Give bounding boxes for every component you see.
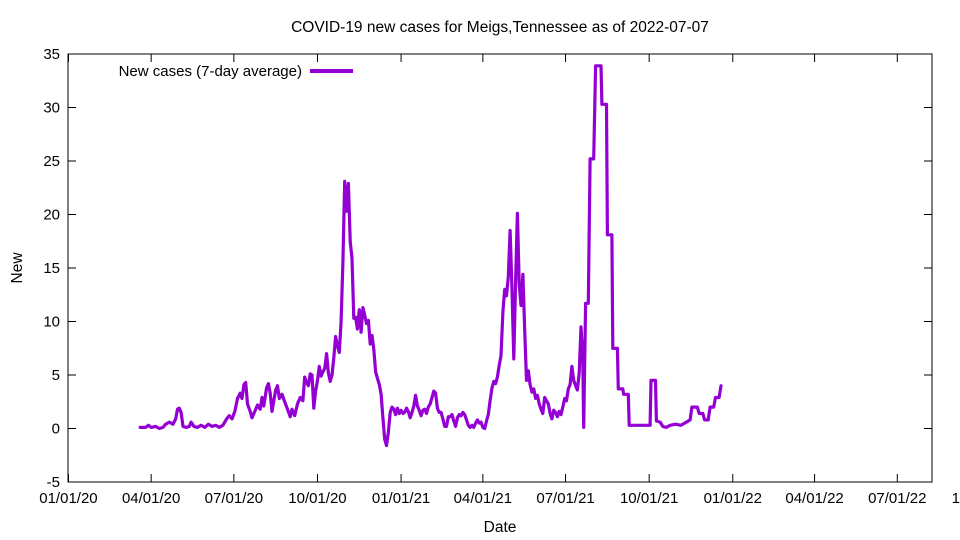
legend-label: New cases (7-day average) [119,63,302,80]
x-tick-label: 10/01/20 [288,490,346,507]
y-tick-label: 0 [52,421,60,438]
y-tick-label: 20 [43,207,60,224]
x-tick-label: 01/01/22 [704,490,762,507]
y-axis-label: New [9,252,26,284]
y-axis: -5 0 5 10 15 20 25 30 35 [43,46,932,491]
x-tick-label: 07/01/22 [868,490,926,507]
y-tick-label: -5 [47,474,60,491]
legend: New cases (7-day average) [119,63,353,80]
chart-title: COVID-19 new cases for Meigs,Tennessee a… [291,19,709,36]
x-tick-label: 10/01/22 [952,490,960,507]
y-tick-label: 15 [43,260,60,277]
y-tick-label: 5 [52,367,60,384]
plot-area-border [67,53,933,483]
series-line-new-cases [138,64,723,448]
x-tick-label: 10/01/21 [620,490,678,507]
x-tick-label: 01/01/20 [39,490,97,507]
x-tick-label: 07/01/21 [536,490,594,507]
y-tick-label: 10 [43,314,60,331]
x-tick-label: 04/01/20 [122,490,180,507]
y-tick-label: 35 [43,46,60,63]
x-axis-label: Date [484,519,517,536]
x-axis: 01/01/20 04/01/20 07/01/20 10/01/20 01/01/21… [39,54,960,507]
x-tick-label: 07/01/20 [205,490,263,507]
y-tick-label: 30 [43,100,60,117]
y-tick-label: 25 [43,153,60,170]
x-tick-label: 04/01/22 [785,490,843,507]
x-tick-label: 01/01/21 [372,490,430,507]
x-tick-label: 04/01/21 [454,490,512,507]
